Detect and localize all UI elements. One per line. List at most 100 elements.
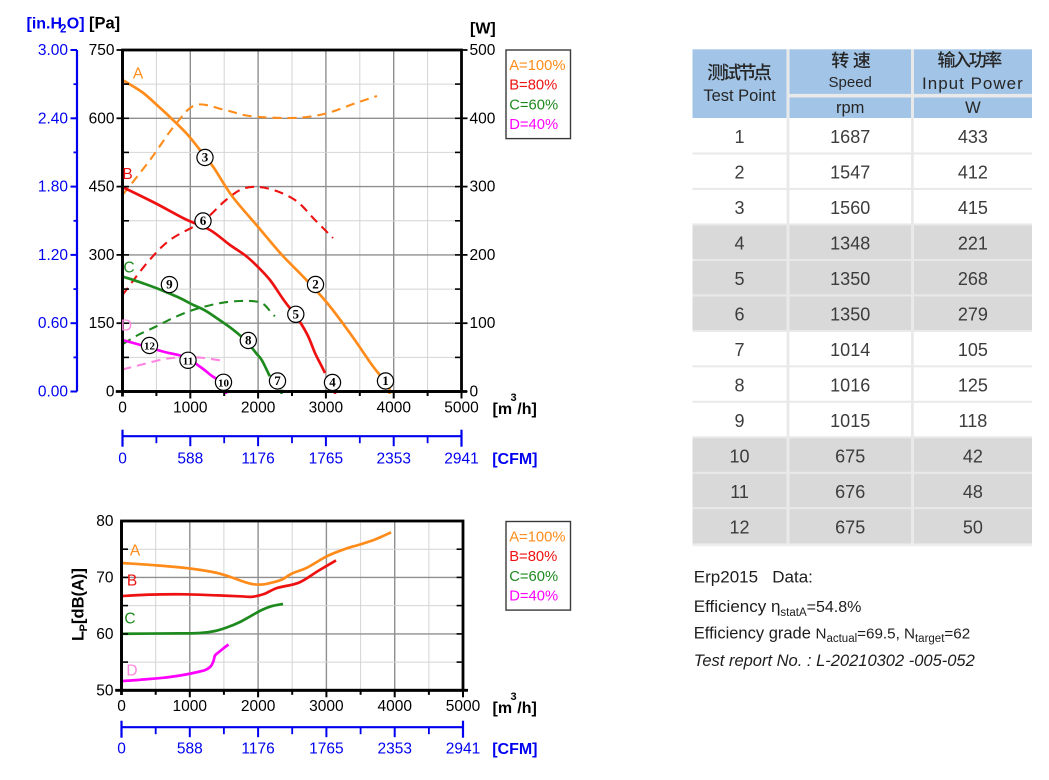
svg-text:50: 50 <box>96 682 114 699</box>
svg-text:1765: 1765 <box>309 451 343 468</box>
svg-text:5000: 5000 <box>446 698 481 715</box>
svg-text:4000: 4000 <box>377 698 412 715</box>
svg-text:7: 7 <box>274 373 281 388</box>
svg-text:A=100%: A=100% <box>509 58 565 74</box>
svg-text:6: 6 <box>735 305 745 325</box>
svg-text:48: 48 <box>963 482 983 502</box>
svg-text:Efficiency grade Nactual=69.5,: Efficiency grade Nactual=69.5, Ntarget=6… <box>694 625 970 646</box>
svg-text:150: 150 <box>89 315 115 332</box>
svg-text:750: 750 <box>89 42 115 59</box>
svg-text:2941: 2941 <box>444 451 478 468</box>
svg-text:2: 2 <box>312 277 319 292</box>
svg-text:[m: [m <box>493 401 513 418</box>
svg-text:0.60: 0.60 <box>38 315 69 332</box>
svg-text:/h]: /h] <box>517 401 537 418</box>
svg-text:1: 1 <box>382 373 389 388</box>
svg-text:8: 8 <box>735 376 745 396</box>
svg-text:3: 3 <box>511 691 517 703</box>
svg-text:12: 12 <box>730 517 750 537</box>
svg-text:2353: 2353 <box>377 741 411 758</box>
svg-text:[CFM]: [CFM] <box>492 451 537 468</box>
svg-text:4: 4 <box>735 234 745 254</box>
svg-text:C: C <box>123 260 134 277</box>
svg-text:400: 400 <box>470 110 496 127</box>
svg-text:W: W <box>965 99 981 117</box>
svg-text:B: B <box>122 166 132 183</box>
svg-text:221: 221 <box>958 234 988 254</box>
svg-text:Erp2015 Data:: Erp2015 Data: <box>694 567 813 586</box>
svg-text:A: A <box>130 543 141 560</box>
svg-text:1350: 1350 <box>830 269 870 289</box>
svg-text:279: 279 <box>958 305 988 325</box>
svg-text:0: 0 <box>117 741 126 758</box>
svg-text:2941: 2941 <box>446 741 480 758</box>
svg-text:0: 0 <box>470 384 479 401</box>
svg-text:P: P <box>78 624 90 631</box>
svg-text:0.00: 0.00 <box>38 384 69 401</box>
svg-text:1.80: 1.80 <box>38 179 69 196</box>
svg-text:10: 10 <box>730 447 750 467</box>
svg-text:1000: 1000 <box>173 400 208 417</box>
svg-text:9: 9 <box>166 277 173 292</box>
svg-text:0: 0 <box>106 384 115 401</box>
svg-text:118: 118 <box>959 411 988 431</box>
svg-text:Input Power: Input Power <box>922 74 1024 93</box>
svg-text:A=100%: A=100% <box>509 530 565 546</box>
svg-text:Test report No. : L-20210302 -: Test report No. : L-20210302 -005-052 <box>694 652 975 670</box>
svg-text:200: 200 <box>470 247 496 264</box>
svg-text:1348: 1348 <box>830 234 870 254</box>
svg-text:268: 268 <box>958 269 988 289</box>
svg-text:1765: 1765 <box>309 741 343 758</box>
svg-text:10: 10 <box>218 377 230 389</box>
svg-text:2353: 2353 <box>376 451 410 468</box>
svg-text:11: 11 <box>183 355 193 367</box>
svg-text:0: 0 <box>118 400 127 417</box>
svg-text:2000: 2000 <box>241 400 276 417</box>
svg-text:2: 2 <box>735 163 745 183</box>
svg-text:D: D <box>121 318 132 335</box>
svg-text:3: 3 <box>511 392 517 404</box>
svg-text:L: L <box>70 631 88 641</box>
svg-text:50: 50 <box>963 517 983 537</box>
svg-text:2.40: 2.40 <box>38 110 69 127</box>
svg-text:D=40%: D=40% <box>509 117 558 133</box>
svg-text:B=80%: B=80% <box>509 78 557 94</box>
svg-text:rpm: rpm <box>836 99 864 117</box>
svg-text:[CFM]: [CFM] <box>492 741 537 758</box>
svg-text:4000: 4000 <box>376 400 411 417</box>
svg-text:675: 675 <box>835 517 865 537</box>
svg-text:C: C <box>124 611 135 628</box>
svg-text:7: 7 <box>735 340 745 360</box>
svg-text:415: 415 <box>958 198 988 218</box>
svg-text:500: 500 <box>470 42 496 59</box>
svg-text:3000: 3000 <box>309 400 344 417</box>
svg-text:0: 0 <box>118 451 127 468</box>
svg-text:1000: 1000 <box>173 698 208 715</box>
svg-text:1350: 1350 <box>830 305 870 325</box>
svg-text:2000: 2000 <box>241 698 276 715</box>
svg-text:O]: O] <box>67 15 85 32</box>
svg-text:600: 600 <box>89 110 115 127</box>
svg-text:80: 80 <box>96 513 114 530</box>
svg-text:C=60%: C=60% <box>509 97 558 113</box>
svg-text:12: 12 <box>144 341 156 353</box>
svg-text:1176: 1176 <box>241 451 274 468</box>
svg-text:1687: 1687 <box>830 127 870 147</box>
svg-text:125: 125 <box>958 376 988 396</box>
svg-text:588: 588 <box>177 741 203 758</box>
svg-text:5: 5 <box>293 306 300 321</box>
svg-text:1015: 1015 <box>830 411 870 431</box>
svg-text:B=80%: B=80% <box>509 549 557 565</box>
svg-text:Test Point: Test Point <box>703 87 776 105</box>
svg-text:433: 433 <box>958 127 988 147</box>
svg-text:[Pa]: [Pa] <box>89 14 120 32</box>
svg-text:0: 0 <box>117 698 126 715</box>
svg-text:1016: 1016 <box>830 376 870 396</box>
svg-text:D: D <box>126 663 137 680</box>
svg-text:3: 3 <box>202 150 209 165</box>
svg-text:D=40%: D=40% <box>509 589 558 605</box>
svg-text:3.00: 3.00 <box>38 42 69 59</box>
svg-text:588: 588 <box>177 451 203 468</box>
svg-text:A: A <box>133 66 144 83</box>
svg-text:[in.H: [in.H <box>27 15 63 32</box>
